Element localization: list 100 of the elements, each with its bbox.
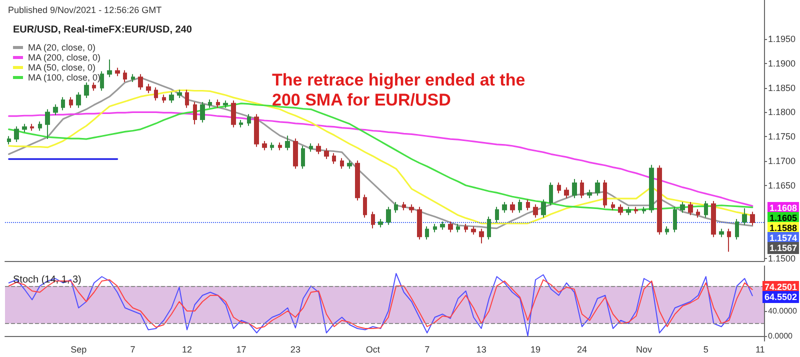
candlestick (7, 136, 11, 145)
candlestick (262, 140, 267, 151)
candlestick (688, 201, 693, 216)
x-tick-label: 7 (424, 344, 430, 354)
candlestick (642, 206, 646, 214)
candlestick (177, 89, 182, 99)
y-tick-label: 1.1900 (768, 58, 796, 68)
candlestick (76, 92, 81, 108)
candlestick (564, 186, 569, 199)
candlestick (378, 218, 383, 228)
candlestick (208, 99, 212, 108)
y-tick-label: 1.1950 (768, 34, 796, 44)
candlestick (572, 178, 577, 199)
candlestick (750, 211, 755, 226)
candlestick (14, 126, 19, 142)
x-tick-label: 23 (290, 344, 300, 354)
candlestick (735, 218, 739, 240)
legend-label: MA (20, close, 0) (28, 42, 96, 52)
candlestick (510, 201, 515, 214)
candlestick (595, 180, 600, 196)
candlestick (526, 199, 530, 211)
candlestick (704, 200, 708, 218)
candlestick (433, 223, 437, 233)
candlestick (448, 220, 453, 233)
candlestick (332, 152, 336, 164)
candlestick (355, 160, 360, 202)
candlestick (386, 206, 391, 226)
candlestick (611, 201, 615, 211)
candlestick (193, 101, 197, 125)
candlestick (371, 211, 375, 229)
text: 1.1588 (769, 223, 798, 233)
candlestick (278, 142, 282, 151)
candlestick (231, 100, 236, 128)
text: 1.1608 (769, 203, 798, 213)
candlestick (285, 135, 290, 151)
candlestick (487, 216, 491, 240)
candlestick (293, 138, 298, 170)
y-tick-label: 1.1650 (768, 180, 796, 190)
candlestick (409, 204, 414, 214)
candlestick (185, 89, 189, 108)
candlestick (742, 208, 747, 226)
text: 74.2501 (764, 282, 798, 292)
x-tick-label: 12 (182, 344, 192, 354)
candlestick (417, 206, 422, 240)
y-tick-label: 1.1500 (768, 254, 796, 264)
candlestick (680, 201, 685, 214)
candlestick (502, 201, 507, 214)
candlestick (92, 82, 96, 92)
x-tick-label: 7 (130, 344, 136, 354)
candlestick (657, 164, 662, 236)
candlestick (200, 101, 205, 123)
candlestick (38, 120, 42, 132)
candlestick (456, 223, 460, 233)
y-tick-label: 1.1700 (768, 156, 796, 166)
candlestick (665, 226, 669, 236)
candlestick (316, 142, 321, 155)
x-tick-label: 19 (530, 344, 541, 354)
candlestick (154, 86, 158, 101)
y-tick-label: 1.1750 (768, 132, 796, 142)
candlestick (634, 206, 638, 214)
candlestick (216, 99, 220, 108)
legend-label: MA (100, close, 0) (28, 72, 101, 82)
candlestick (533, 204, 538, 218)
candlestick (719, 228, 724, 238)
candlestick (123, 70, 127, 82)
text: 1.1567 (769, 243, 798, 253)
x-tick-label: Sep (70, 344, 87, 354)
candlestick (301, 145, 305, 170)
candlestick (254, 114, 259, 148)
candlestick (309, 142, 313, 152)
x-tick-label: 5 (703, 344, 708, 354)
candlestick (100, 70, 104, 92)
candlestick (69, 96, 73, 108)
candlestick (247, 114, 251, 126)
candlestick (107, 59, 112, 78)
candlestick (440, 220, 445, 230)
line-series (8, 273, 753, 336)
candlestick (169, 92, 174, 104)
text: 1.1574 (769, 233, 798, 243)
candlestick (30, 123, 34, 132)
candlestick (603, 180, 607, 208)
candlestick (518, 199, 522, 214)
candlestick (131, 74, 135, 82)
candlestick (649, 164, 654, 214)
candlestick (146, 83, 151, 94)
annotation: The retrace higher ended at the 200 SMA for EUR/USD (272, 70, 530, 110)
x-tick-label: Oct (366, 344, 380, 354)
text: 64.5502 (764, 292, 798, 302)
y-tick-label: 1.1800 (768, 107, 796, 118)
legend-label: MA (50, close, 0) (28, 62, 96, 72)
candlestick (618, 204, 623, 216)
candlestick (84, 82, 89, 99)
candlestick (495, 206, 499, 223)
candlestick (340, 158, 344, 170)
candlestick (363, 194, 367, 218)
x-tick-label: 24 (576, 344, 588, 354)
y-tick-label: 1.1850 (768, 82, 796, 93)
candlestick (138, 74, 143, 90)
x-tick-label: Nov (636, 344, 652, 354)
candlestick (22, 123, 27, 133)
